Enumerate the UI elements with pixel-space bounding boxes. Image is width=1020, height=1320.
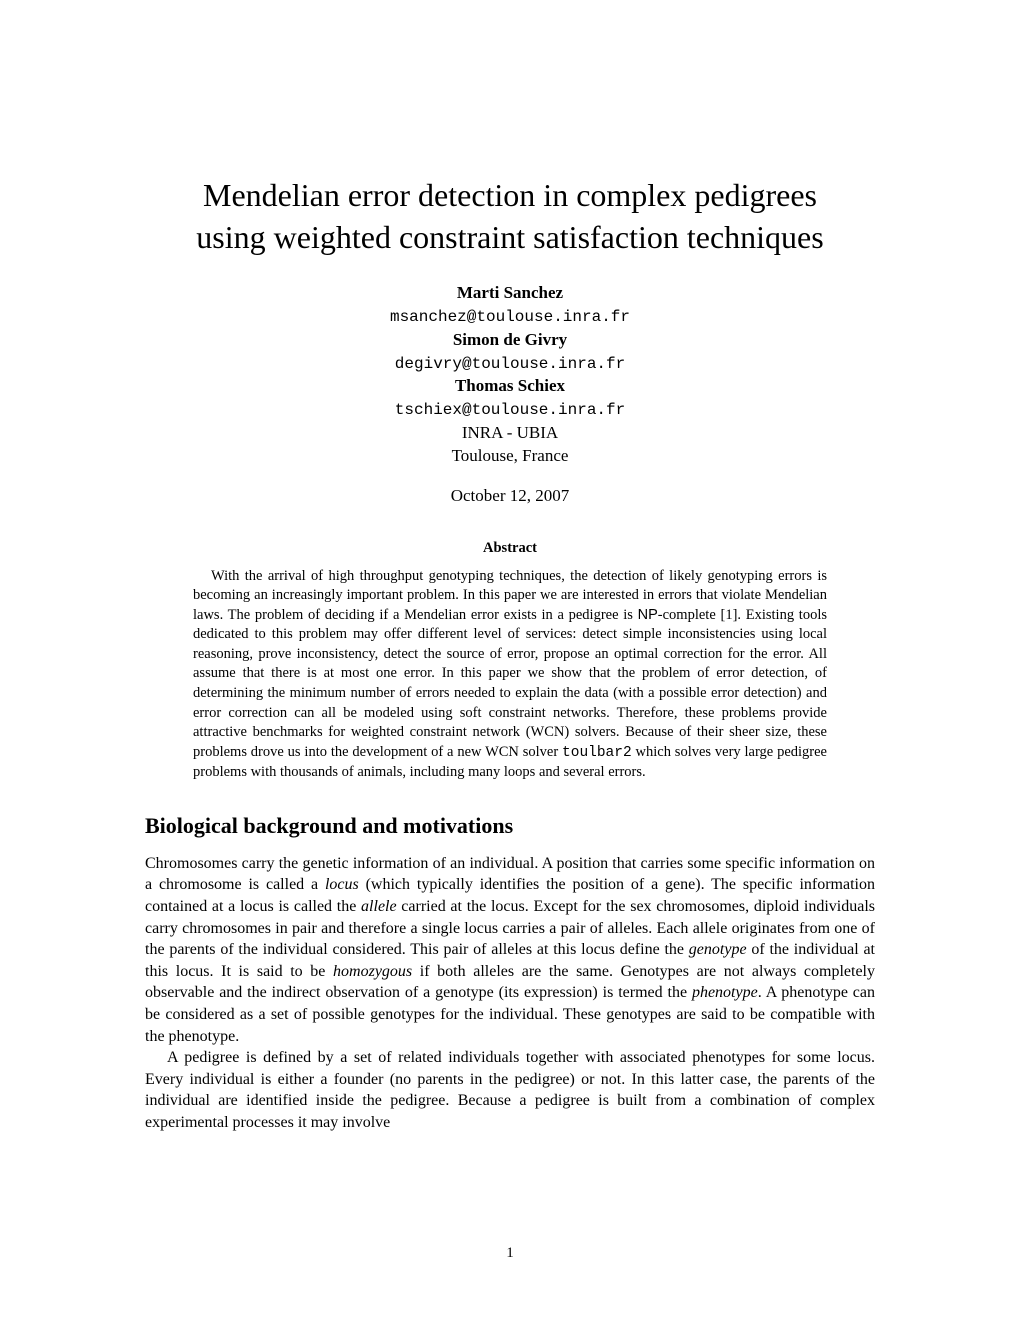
- body-paragraph-1: Chromosomes carry the genetic informatio…: [145, 853, 875, 1047]
- toulbar-solver: toulbar2: [562, 745, 632, 761]
- term-allele: allele: [361, 898, 397, 915]
- affiliation-1: INRA - UBIA: [462, 423, 558, 442]
- author-3-email: tschiex@toulouse.inra.fr: [395, 401, 625, 419]
- np-complete: NP: [638, 607, 658, 623]
- authors-block: Marti Sanchez msanchez@toulouse.inra.fr …: [145, 282, 875, 467]
- affiliation-2: Toulouse, France: [452, 446, 569, 465]
- term-genotype: genotype: [689, 941, 747, 958]
- abstract-text-2: -complete [1]. Existing tools dedicated …: [193, 607, 827, 760]
- title-line-2: using weighted constraint satisfaction t…: [196, 219, 823, 255]
- abstract-heading: Abstract: [145, 540, 875, 557]
- term-phenotype: phenotype: [692, 984, 758, 1001]
- section-heading-1: Biological background and motivations: [145, 813, 875, 839]
- title-line-1: Mendelian error detection in complex ped…: [203, 177, 817, 213]
- paper-page: Mendelian error detection in complex ped…: [0, 0, 1020, 1194]
- paper-date: October 12, 2007: [145, 486, 875, 506]
- author-2-email: degivry@toulouse.inra.fr: [395, 355, 625, 373]
- page-number: 1: [0, 1245, 1020, 1262]
- author-1-name: Marti Sanchez: [457, 283, 563, 302]
- term-homozygous: homozygous: [333, 963, 412, 980]
- author-2-name: Simon de Givry: [453, 330, 567, 349]
- abstract-body: With the arrival of high throughput geno…: [193, 567, 827, 783]
- paper-title: Mendelian error detection in complex ped…: [145, 175, 875, 258]
- body-text-2: A pedigree is defined by a set of relate…: [145, 1049, 875, 1131]
- term-locus: locus: [325, 876, 359, 893]
- body-paragraph-2: A pedigree is defined by a set of relate…: [145, 1047, 875, 1133]
- author-3-name: Thomas Schiex: [455, 376, 565, 395]
- author-1-email: msanchez@toulouse.inra.fr: [390, 308, 630, 326]
